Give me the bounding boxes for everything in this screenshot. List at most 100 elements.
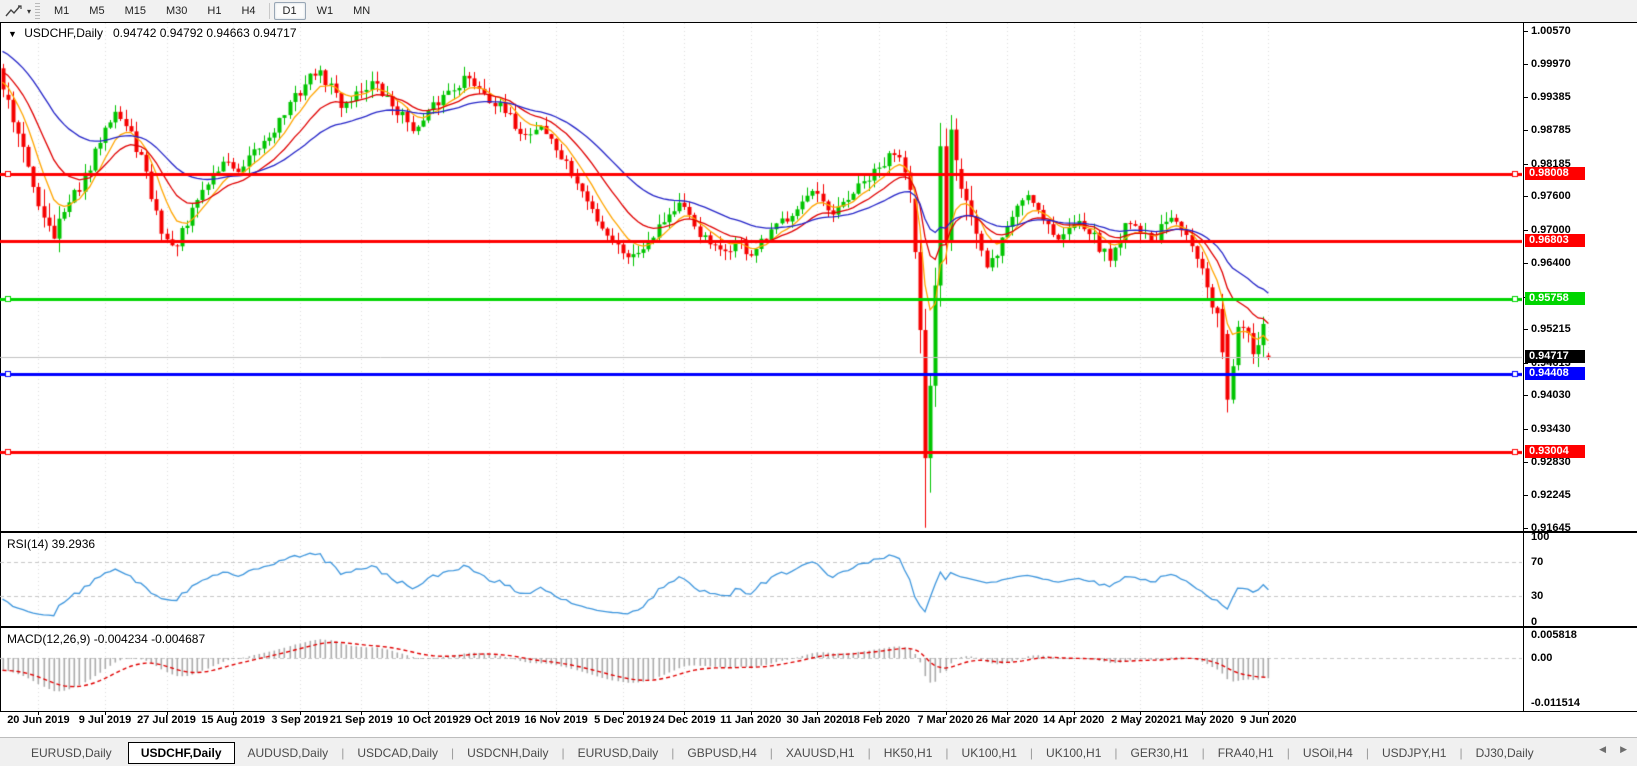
chart-tab-UK100-H1[interactable]: UK100,H1	[1046, 745, 1102, 760]
rsi-label: RSI(14) 39.2936	[7, 537, 96, 551]
date-tick	[622, 712, 624, 715]
price-tick-label: 0.99970	[1531, 58, 1571, 71]
date-tick	[233, 712, 235, 715]
chart-tab-GER30-H1[interactable]: GER30,H1	[1130, 745, 1189, 760]
chart-tab-AUDUSD-Daily[interactable]: AUDUSD,Daily	[247, 745, 329, 760]
line-price-label: 0.94717	[1525, 349, 1585, 363]
date-label: 5 Dec 2019	[594, 714, 652, 726]
chart-tab-XAUUSD-H1[interactable]: XAUUSD,H1	[785, 745, 855, 760]
timeframe-button-M30[interactable]: M30	[165, 5, 188, 17]
timeframe-button-H4[interactable]: H4	[241, 5, 256, 17]
tab-separator: |	[867, 745, 871, 760]
chart-top-border	[0, 22, 1637, 23]
date-label: 10 Oct 2019	[397, 714, 459, 726]
chart-tab-EURUSD-Daily[interactable]: EURUSD,Daily	[577, 745, 659, 760]
timeframe-button-M5[interactable]: M5	[89, 5, 105, 17]
price-tick-label: 0.93430	[1531, 422, 1571, 435]
price-tick-label: 0.92245	[1531, 488, 1571, 501]
date-label: 21 Sep 2019	[329, 714, 393, 726]
price-tick-label: 0.97000	[1531, 223, 1571, 236]
date-tick	[556, 712, 557, 715]
rsi-separator[interactable]	[0, 531, 1637, 533]
date-label: 27 Jul 2019	[137, 714, 196, 726]
date-tick	[38, 712, 40, 715]
macd-tick-label: -0.011514	[1531, 697, 1580, 709]
chart-tool-icon[interactable]	[2, 3, 24, 19]
main-price-chart[interactable]	[0, 23, 1522, 531]
date-tick	[945, 712, 947, 715]
date-label: 30 Jan 2020	[786, 714, 849, 726]
chart-tab-USDCAD-Daily[interactable]: USDCAD,Daily	[357, 745, 438, 760]
date-tick	[166, 712, 168, 715]
chart-bottom-border	[0, 711, 1637, 712]
chart-tab-USOil-H4[interactable]: USOil,H4	[1302, 745, 1353, 760]
chart-tab-GBPUSD-H4[interactable]: GBPUSD,H4	[687, 745, 757, 760]
date-tick	[427, 712, 429, 715]
timeframe-button-W1[interactable]: W1	[316, 5, 334, 17]
date-tick	[817, 712, 819, 715]
date-label: 29 Oct 2019	[458, 714, 520, 726]
price-tick-label: 0.98785	[1531, 124, 1571, 137]
chart-tab-USDCHF-Daily[interactable]: USDCHF,Daily	[127, 741, 235, 764]
timeframe-button-H1[interactable]: H1	[207, 5, 222, 17]
price-tick	[1523, 130, 1528, 132]
chart-tab-USDJPY-H1[interactable]: USDJPY,H1	[1381, 745, 1447, 760]
date-label: 26 Mar 2020	[975, 714, 1039, 726]
date-label: 15 Aug 2019	[201, 714, 266, 726]
tab-scroll-right-icon[interactable]: ▶	[1620, 744, 1627, 754]
date-tick	[684, 712, 686, 715]
rsi-tick-label: 100	[1531, 530, 1550, 543]
tab-scroll-left-icon[interactable]: ◀	[1599, 744, 1607, 754]
chart-ohlc-values: 0.94742 0.94792 0.94663 0.94717	[112, 26, 297, 40]
line-price-label: 0.93004	[1525, 445, 1585, 459]
timeframe-button-D1[interactable]: D1	[273, 2, 306, 20]
tab-separator: |	[1029, 745, 1034, 760]
date-label: 9 Jul 2019	[78, 714, 132, 726]
rsi-indicator-panel[interactable]	[0, 533, 1522, 626]
price-tick-label: 0.97600	[1531, 190, 1571, 203]
tab-separator: |	[671, 745, 675, 760]
price-tick	[1523, 229, 1528, 231]
macd-tick-label: 0.00	[1531, 652, 1553, 664]
macd-label: MACD(12,26,9) -0.004234 -0.004687	[7, 632, 206, 646]
date-label: 14 Apr 2020	[1042, 714, 1105, 726]
price-tick	[1523, 462, 1528, 464]
price-tick-label: 1.00570	[1531, 25, 1571, 37]
collapse-triangle-icon[interactable]: ▼	[8, 29, 17, 39]
chart-tab-HK50-H1[interactable]: HK50,H1	[883, 745, 933, 760]
timeframe-button-M15[interactable]: M15	[124, 5, 146, 17]
macd-tick-label: 0.005818	[1531, 629, 1577, 641]
tab-separator: |	[945, 745, 949, 760]
date-label: 24 Dec 2019	[652, 714, 716, 726]
chart-tab-DJ30-Daily[interactable]: DJ30,Daily	[1475, 745, 1534, 760]
price-tick	[1523, 428, 1528, 430]
date-tick	[1073, 712, 1075, 715]
dropdown-caret-icon[interactable]: ▾	[27, 6, 32, 16]
price-tick	[1523, 96, 1528, 98]
macd-indicator-panel[interactable]	[0, 628, 1522, 711]
timeframe-button-M1[interactable]: M1	[54, 5, 70, 17]
price-tick-label: 0.92830	[1531, 456, 1571, 469]
price-tick-label: 0.96400	[1531, 257, 1571, 270]
price-tick	[1523, 362, 1528, 364]
rsi-tick-label: 70	[1531, 556, 1544, 568]
date-tick	[361, 712, 363, 715]
price-tick	[1523, 329, 1528, 331]
date-label: 9 Jun 2020	[1240, 714, 1297, 726]
chart-tab-EURUSD-Daily[interactable]: EURUSD,Daily	[31, 745, 112, 760]
timeframe-toolbar: ▾ M1 M5 M15 M30 H1 H4 D1 W1 MN	[0, 0, 1637, 22]
price-tick	[1523, 395, 1528, 397]
toolbar-grip[interactable]	[35, 3, 41, 19]
price-tick	[1523, 528, 1528, 530]
chart-tab-FRA40-H1[interactable]: FRA40,H1	[1217, 745, 1274, 760]
price-tick-label: 0.99385	[1531, 90, 1571, 103]
rsi-tick-label: 30	[1531, 590, 1544, 602]
macd-separator[interactable]	[0, 626, 1637, 628]
tab-separator: |	[1201, 745, 1205, 760]
timeframe-button-MN[interactable]: MN	[353, 5, 371, 17]
chart-tab-USDCNH-Daily[interactable]: USDCNH,Daily	[467, 745, 549, 760]
chart-title: ▼ USDCHF,Daily 0.94742 0.94792 0.94663 0…	[8, 26, 297, 40]
chart-tab-UK100-H1[interactable]: UK100,H1	[961, 745, 1017, 760]
date-tick	[1268, 712, 1270, 715]
